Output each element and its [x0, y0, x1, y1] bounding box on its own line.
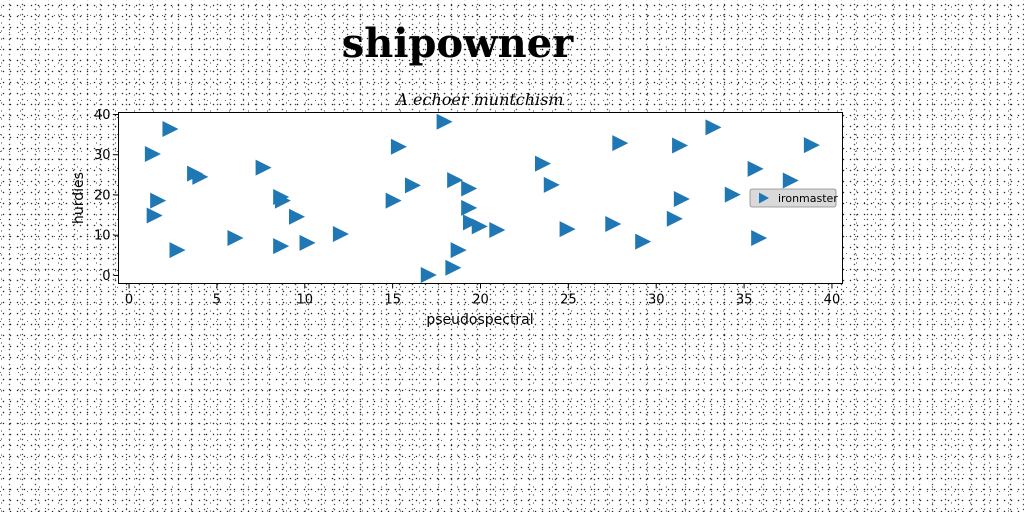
scatter-point — [288, 208, 305, 225]
scatter-point — [462, 214, 479, 231]
scatter-point — [705, 119, 722, 136]
scatter-point — [751, 230, 768, 247]
legend-box — [749, 188, 837, 208]
scatter-point — [559, 221, 576, 238]
scatter-point — [450, 242, 467, 259]
scatter-point — [273, 238, 290, 255]
chart-title: A echoer muntchism — [394, 90, 563, 109]
scatter-point — [535, 155, 552, 172]
scatter-point — [635, 233, 652, 250]
legend-marker — [759, 192, 769, 204]
scatter-point — [461, 180, 478, 197]
scatter-point — [255, 159, 272, 176]
scatter-point — [445, 259, 462, 276]
scatter-point — [162, 120, 179, 137]
scatter-point — [299, 234, 316, 251]
figure-suptitle: shipowner — [341, 20, 574, 67]
scatter-point — [436, 113, 453, 130]
scatter-point — [332, 226, 349, 243]
x-tick-label: 30 — [648, 293, 665, 308]
scatter-point — [672, 137, 689, 154]
y-tick-label: 40 — [94, 108, 111, 123]
scatter-point — [543, 176, 560, 193]
x-tick-label: 20 — [472, 293, 489, 308]
y-tick-label: 0 — [102, 269, 110, 284]
scatter-point — [724, 186, 741, 203]
scatter-point — [169, 242, 186, 259]
scatter-point — [666, 210, 683, 227]
scatter-point — [192, 168, 209, 185]
scatter-point — [274, 192, 291, 209]
scatter-point — [420, 267, 437, 284]
scatter-point — [803, 137, 820, 154]
scatter-point — [673, 191, 690, 208]
scatter-point — [471, 218, 488, 235]
x-axis-label: pseudospectral — [426, 312, 533, 328]
scatter-point — [227, 230, 244, 247]
y-axis: 0 10 20 30 40 — [94, 108, 119, 284]
x-tick-label: 40 — [824, 293, 841, 308]
x-tick-label: 15 — [384, 293, 401, 308]
scatter-point — [144, 145, 161, 162]
scatter-point — [605, 215, 622, 232]
scatter-point — [747, 160, 764, 177]
scatter-point — [385, 192, 402, 209]
y-axis-label: hurdies — [71, 172, 87, 224]
scatter-point — [390, 138, 407, 155]
scatter-point — [612, 135, 629, 152]
scatter-point — [489, 221, 506, 238]
scatter-point — [404, 177, 421, 194]
plot-area — [118, 112, 843, 284]
scatter-point — [782, 172, 799, 189]
y-tick-label: 30 — [94, 148, 111, 163]
x-tick-label: 35 — [736, 293, 753, 308]
x-axis: 0 5 10 15 20 25 30 35 40 — [125, 283, 841, 308]
x-tick-label: 25 — [560, 293, 577, 308]
scatter-point — [150, 192, 167, 209]
x-tick-label: 10 — [296, 293, 313, 308]
legend: ironmaster — [749, 188, 838, 208]
scatter-point — [146, 207, 163, 224]
data-markers — [144, 113, 820, 284]
x-tick-label: 0 — [125, 293, 133, 308]
scatter-point — [461, 199, 478, 216]
legend-label: ironmaster — [778, 192, 838, 205]
scatter-point — [447, 172, 464, 189]
y-tick-label: 10 — [94, 229, 111, 244]
x-tick-label: 5 — [213, 293, 221, 308]
y-tick-label: 20 — [94, 188, 111, 203]
